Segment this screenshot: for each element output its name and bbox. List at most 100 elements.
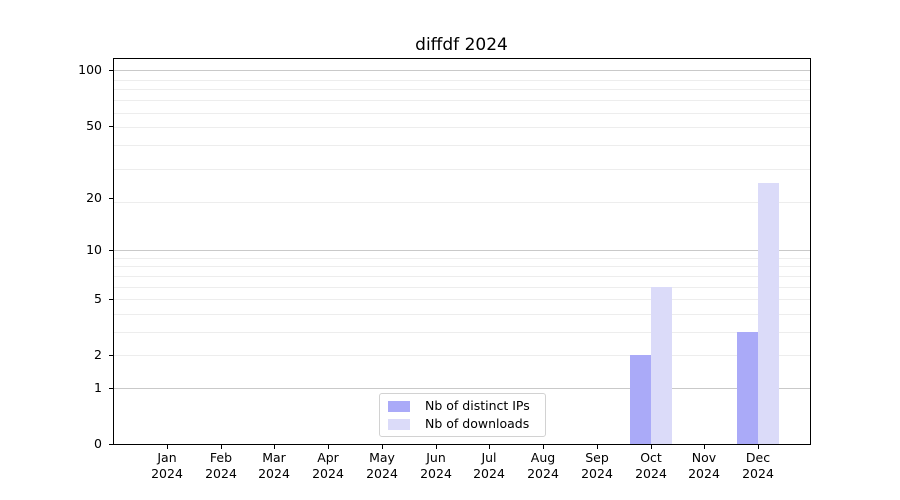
y-tick-mark — [109, 388, 113, 389]
x-tick-mark — [489, 445, 490, 449]
minor-gridline — [114, 89, 810, 90]
y-tick-mark — [109, 250, 113, 251]
minor-gridline — [114, 202, 810, 203]
x-tick-label: Dec 2024 — [728, 450, 788, 482]
legend-row-distinct-ips: Nb of distinct IPs — [380, 399, 545, 413]
y-tick-mark — [109, 299, 113, 300]
minor-gridline — [114, 80, 810, 81]
x-tick-month: Sep — [585, 450, 609, 465]
x-tick-year: 2024 — [312, 466, 344, 481]
y-tick-mark — [109, 198, 113, 199]
x-tick-mark — [274, 445, 275, 449]
y-tick-label: 2 — [94, 347, 102, 362]
x-tick-mark — [328, 445, 329, 449]
y-tick-label: 50 — [86, 118, 102, 133]
minor-gridline — [114, 299, 810, 300]
minor-gridline — [114, 266, 810, 267]
minor-gridline — [114, 287, 810, 288]
y-tick-label: 10 — [86, 242, 102, 257]
x-tick-month: Dec — [745, 450, 771, 465]
major-gridline — [114, 70, 810, 71]
x-tick-label: Mar 2024 — [244, 450, 304, 482]
x-tick-mark — [382, 445, 383, 449]
minor-gridline — [114, 276, 810, 277]
bar-dec-downloads — [758, 183, 779, 444]
x-tick-mark — [436, 445, 437, 449]
bar-oct-distinct-ips — [630, 355, 651, 444]
y-tick-mark — [109, 70, 113, 71]
x-tick-label: Nov 2024 — [674, 450, 734, 482]
minor-gridline — [114, 169, 810, 170]
x-tick-year: 2024 — [420, 466, 452, 481]
x-tick-mark — [543, 445, 544, 449]
minor-gridline — [114, 355, 810, 356]
x-tick-year: 2024 — [366, 466, 398, 481]
minor-gridline — [114, 332, 810, 333]
bar-oct-downloads — [651, 287, 672, 444]
legend-swatch-distinct-ips — [388, 400, 410, 412]
x-tick-mark — [651, 445, 652, 449]
minor-gridline — [114, 145, 810, 146]
x-tick-mark — [758, 445, 759, 449]
top-spine — [113, 58, 810, 59]
y-tick-mark — [109, 355, 113, 356]
x-tick-year: 2024 — [688, 466, 720, 481]
x-tick-label: Jul 2024 — [459, 450, 519, 482]
x-tick-label: Jan 2024 — [137, 450, 197, 482]
x-tick-label: Oct 2024 — [621, 450, 681, 482]
left-spine — [113, 58, 114, 445]
x-tick-mark — [167, 445, 168, 449]
x-tick-month: Nov — [691, 450, 717, 465]
x-tick-mark — [704, 445, 705, 449]
x-tick-label: Sep 2024 — [567, 450, 627, 482]
legend-label-downloads: Nb of downloads — [425, 416, 530, 431]
bar-dec-distinct-ips — [737, 332, 758, 444]
x-tick-year: 2024 — [258, 466, 290, 481]
legend-label-distinct-ips: Nb of distinct IPs — [425, 398, 530, 413]
x-tick-month: Jun — [426, 450, 446, 465]
legend: Nb of distinct IPs Nb of downloads — [379, 393, 546, 437]
x-tick-month: Oct — [640, 450, 662, 465]
y-tick-label: 5 — [94, 291, 102, 306]
x-tick-label: Aug 2024 — [513, 450, 573, 482]
x-tick-year: 2024 — [151, 466, 183, 481]
x-tick-month: Apr — [317, 450, 339, 465]
chart-title: diffdf 2024 — [415, 35, 508, 55]
right-spine — [810, 58, 811, 445]
x-tick-month: May — [369, 450, 395, 465]
y-tick-mark — [109, 444, 113, 445]
legend-row-downloads: Nb of downloads — [380, 417, 545, 431]
x-tick-year: 2024 — [205, 466, 237, 481]
x-tick-year: 2024 — [635, 466, 667, 481]
x-tick-mark — [221, 445, 222, 449]
x-tick-month: Aug — [530, 450, 556, 465]
minor-gridline — [114, 100, 810, 101]
x-tick-year: 2024 — [581, 466, 613, 481]
x-tick-month: Jan — [157, 450, 177, 465]
major-gridline — [114, 388, 810, 389]
y-tick-mark — [109, 126, 113, 127]
x-tick-label: Feb 2024 — [191, 450, 251, 482]
bottom-spine — [113, 444, 810, 445]
y-tick-label: 20 — [86, 190, 102, 205]
minor-gridline — [114, 127, 810, 128]
x-tick-mark — [597, 445, 598, 449]
x-tick-year: 2024 — [473, 466, 505, 481]
minor-gridline — [114, 113, 810, 114]
y-tick-label: 1 — [94, 380, 102, 395]
minor-gridline — [114, 314, 810, 315]
x-tick-label: May 2024 — [352, 450, 412, 482]
legend-swatch-downloads — [388, 418, 410, 430]
x-tick-label: Apr 2024 — [298, 450, 358, 482]
x-tick-month: Jul — [481, 450, 497, 465]
minor-gridline — [114, 258, 810, 259]
x-tick-year: 2024 — [527, 466, 559, 481]
y-tick-label: 0 — [94, 436, 102, 451]
x-tick-label: Jun 2024 — [406, 450, 466, 482]
major-gridline — [114, 250, 810, 251]
x-tick-month: Feb — [209, 450, 233, 465]
y-tick-label: 100 — [78, 62, 102, 77]
x-tick-year: 2024 — [742, 466, 774, 481]
x-tick-month: Mar — [262, 450, 286, 465]
